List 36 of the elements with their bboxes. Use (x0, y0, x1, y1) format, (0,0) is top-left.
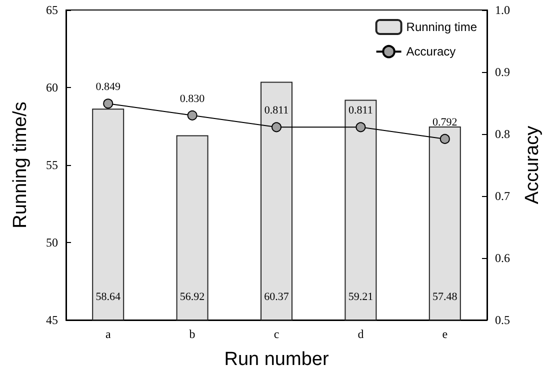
point (272, 122, 282, 132)
data-label: 56.92 (180, 291, 205, 303)
point (440, 134, 450, 144)
x-axis-title: Run number (224, 349, 330, 370)
y2-axis-title: Accuracy (522, 125, 543, 204)
x-tick-label: c (274, 327, 280, 341)
y2-tick-label: 0.7 (495, 189, 510, 203)
data-label: 58.64 (96, 291, 121, 303)
y2-tick-label: 1.0 (495, 3, 510, 17)
x-tick-label: d (358, 327, 364, 341)
y2-tick-label: 0.8 (495, 127, 510, 141)
y-tick-label: 60 (46, 80, 58, 94)
point (103, 98, 114, 109)
x-tick-label: b (189, 327, 196, 341)
data-label: 59.21 (348, 291, 374, 303)
data-label: 0.849 (96, 81, 121, 94)
y-axis-title: Running time/s (10, 102, 31, 228)
data-label: 0.792 (432, 116, 458, 128)
y-tick-label: 65 (46, 3, 58, 17)
y2-tick-label: 0.5 (495, 313, 510, 327)
point (187, 110, 198, 120)
y-tick-label: 50 (46, 236, 58, 250)
point (356, 122, 366, 132)
legend-label: Running time (406, 20, 478, 34)
x-tick-label: a (105, 327, 112, 341)
y2-tick-label: 0.9 (495, 65, 510, 79)
y2-tick-label: 0.6 (495, 251, 510, 265)
x-tick-label: e (442, 327, 448, 341)
y-tick-label: 45 (46, 313, 58, 327)
data-label: 0.811 (348, 104, 373, 117)
data-label: 57.48 (432, 291, 458, 303)
data-label: 60.37 (264, 291, 290, 303)
y-tick-label: 55 (46, 158, 58, 172)
legend-label: Accuracy (406, 44, 456, 59)
data-label: 0.811 (264, 104, 289, 117)
data-label: 0.830 (180, 92, 206, 105)
